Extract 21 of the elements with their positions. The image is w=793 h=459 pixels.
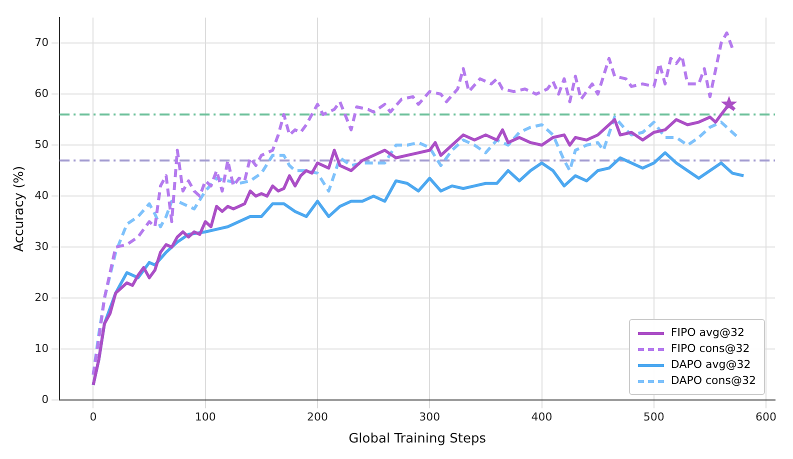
legend-label: DAPO cons@32 bbox=[670, 373, 756, 389]
x-tick-label: 200 bbox=[307, 410, 328, 424]
x-tick-label: 500 bbox=[643, 410, 664, 424]
y-axis-title: Accuracy (%) bbox=[12, 166, 28, 252]
y-tick-label: 30 bbox=[34, 240, 49, 254]
legend-label: FIPO cons@32 bbox=[670, 341, 750, 357]
y-tick-label: 10 bbox=[34, 342, 49, 356]
y-tick-label: 20 bbox=[34, 291, 49, 304]
legend-label: FIPO avg@32 bbox=[670, 325, 745, 341]
x-tick-label: 100 bbox=[194, 410, 216, 424]
y-tick-label: 70 bbox=[34, 36, 49, 49]
x-tick-label: 600 bbox=[756, 410, 777, 424]
x-tick-label: 300 bbox=[419, 410, 440, 424]
x-tick-label: 400 bbox=[531, 410, 552, 424]
x-axis-title: Global Training Steps bbox=[348, 432, 486, 447]
legend-label: DAPO avg@32 bbox=[670, 357, 751, 373]
y-tick-label: 60 bbox=[34, 86, 49, 100]
x-tick-label: 0 bbox=[90, 410, 97, 424]
y-tick-label: 40 bbox=[34, 189, 49, 202]
y-tick-label: 0 bbox=[42, 393, 49, 406]
y-tick-label: 50 bbox=[34, 138, 49, 151]
